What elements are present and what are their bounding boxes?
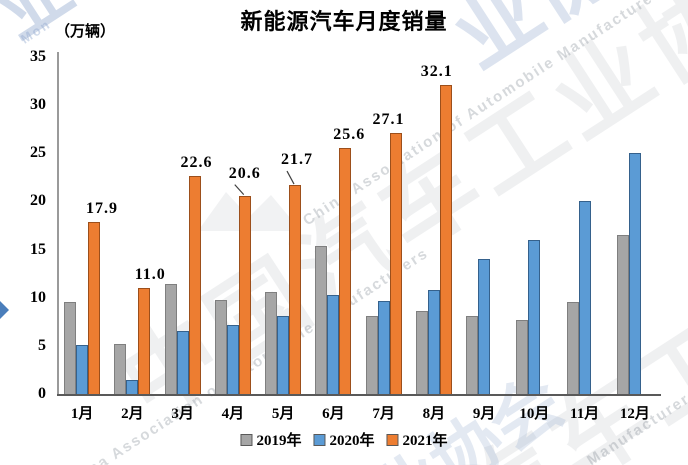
- legend-swatch-icon: [240, 433, 253, 446]
- bar-2021年-7月: [389, 133, 402, 394]
- data-label-2021-8月: 32.1: [420, 62, 453, 80]
- data-label-2021-5月: 21.7: [281, 151, 313, 169]
- legend-label: 2021年: [402, 433, 448, 449]
- bar-2020年-4月: [226, 324, 239, 394]
- x-axis-label-3月: 3月: [171, 406, 194, 422]
- x-axis-label-4月: 4月: [221, 406, 245, 422]
- left-edge-arrow-icon: [0, 301, 9, 319]
- data-label-2021-2月: 11.0: [134, 266, 166, 284]
- bar-2020年-12月: [628, 153, 641, 394]
- data-label-2021-7月: 27.1: [372, 111, 405, 129]
- bar-2019年-9月: [466, 316, 478, 394]
- bar-2021年-5月: [289, 185, 301, 394]
- bar-2020年-8月: [427, 290, 440, 394]
- x-axis-label-6月: 6月: [322, 406, 345, 422]
- bar-2019年-6月: [315, 245, 328, 394]
- y-axis-unit-label: （万辆）: [55, 23, 116, 40]
- y-tick-label: 10: [30, 288, 46, 306]
- bar-2020年-9月: [478, 259, 490, 394]
- x-axis-label-9月: 9月: [472, 406, 496, 422]
- x-axis-label-11月: 11月: [570, 406, 600, 422]
- y-tick-label: 35: [30, 48, 46, 65]
- bar-2020年-3月: [176, 331, 189, 394]
- y-tick-label: 30: [30, 96, 46, 114]
- x-axis-label-1月: 1月: [70, 406, 94, 422]
- bar-2021年-2月: [138, 288, 151, 394]
- x-axis-line: [57, 394, 661, 396]
- data-label-2021-6月: 25.6: [333, 125, 366, 143]
- bar-2020年-10月: [528, 239, 541, 394]
- bar-2021年-4月: [238, 195, 251, 394]
- bar-2021年-3月: [188, 176, 201, 394]
- y-tick-label: 0: [38, 385, 46, 402]
- y-tick-label: 20: [30, 192, 46, 210]
- y-tick-label: 15: [30, 240, 46, 258]
- bar-2019年-1月: [64, 301, 76, 394]
- y-axis-line: [57, 52, 59, 394]
- legend-item-2021年: 2021年: [386, 429, 448, 450]
- y-tick-label: 5: [38, 336, 46, 354]
- bar-2019年-2月: [114, 343, 127, 394]
- bar-2019年-3月: [164, 284, 177, 394]
- bar-2020年-7月: [377, 300, 390, 394]
- bar-2019年-10月: [516, 319, 529, 394]
- data-label-2021-4月: 20.6: [228, 164, 261, 182]
- bar-2020年-1月: [76, 344, 88, 394]
- bar-2019年-4月: [214, 299, 227, 394]
- bar-2021年-8月: [439, 84, 452, 394]
- bar-2019年-5月: [265, 291, 277, 394]
- legend-swatch-icon: [313, 433, 326, 446]
- bar-2020年-5月: [277, 316, 289, 394]
- bar-2020年-2月: [126, 379, 139, 394]
- x-axis-label-8月: 8月: [422, 406, 446, 422]
- bar-2020年-11月: [578, 201, 591, 394]
- bar-2019年-8月: [415, 311, 428, 394]
- bar-2021年-6月: [339, 147, 352, 394]
- x-axis-label-10月: 10月: [519, 406, 550, 422]
- legend-item-2020年: 2020年: [313, 429, 375, 450]
- y-tick-label: 25: [30, 144, 46, 162]
- x-axis-label-2月: 2月: [121, 406, 144, 422]
- legend-swatch-icon: [386, 433, 399, 446]
- legend: 2019年 2020年 2021年: [240, 429, 448, 450]
- x-axis-label-7月: 7月: [372, 406, 395, 422]
- data-label-2021-3月: 22.6: [180, 154, 213, 172]
- bar-2019年-12月: [616, 235, 629, 394]
- legend-label: 2019年: [256, 433, 302, 449]
- bar-2020年-6月: [327, 294, 340, 394]
- x-axis-label-12月: 12月: [619, 406, 650, 422]
- bar-2019年-11月: [566, 301, 579, 394]
- x-axis-label-5月: 5月: [271, 406, 295, 422]
- legend-item-2019年: 2019年: [240, 429, 301, 450]
- legend-label: 2020年: [329, 433, 375, 449]
- bar-2021年-1月: [88, 221, 100, 394]
- bar-2019年-7月: [365, 316, 378, 394]
- chart-title: 新能源汽车月度销量: [240, 9, 448, 34]
- data-label-2021-1月: 17.9: [86, 199, 118, 217]
